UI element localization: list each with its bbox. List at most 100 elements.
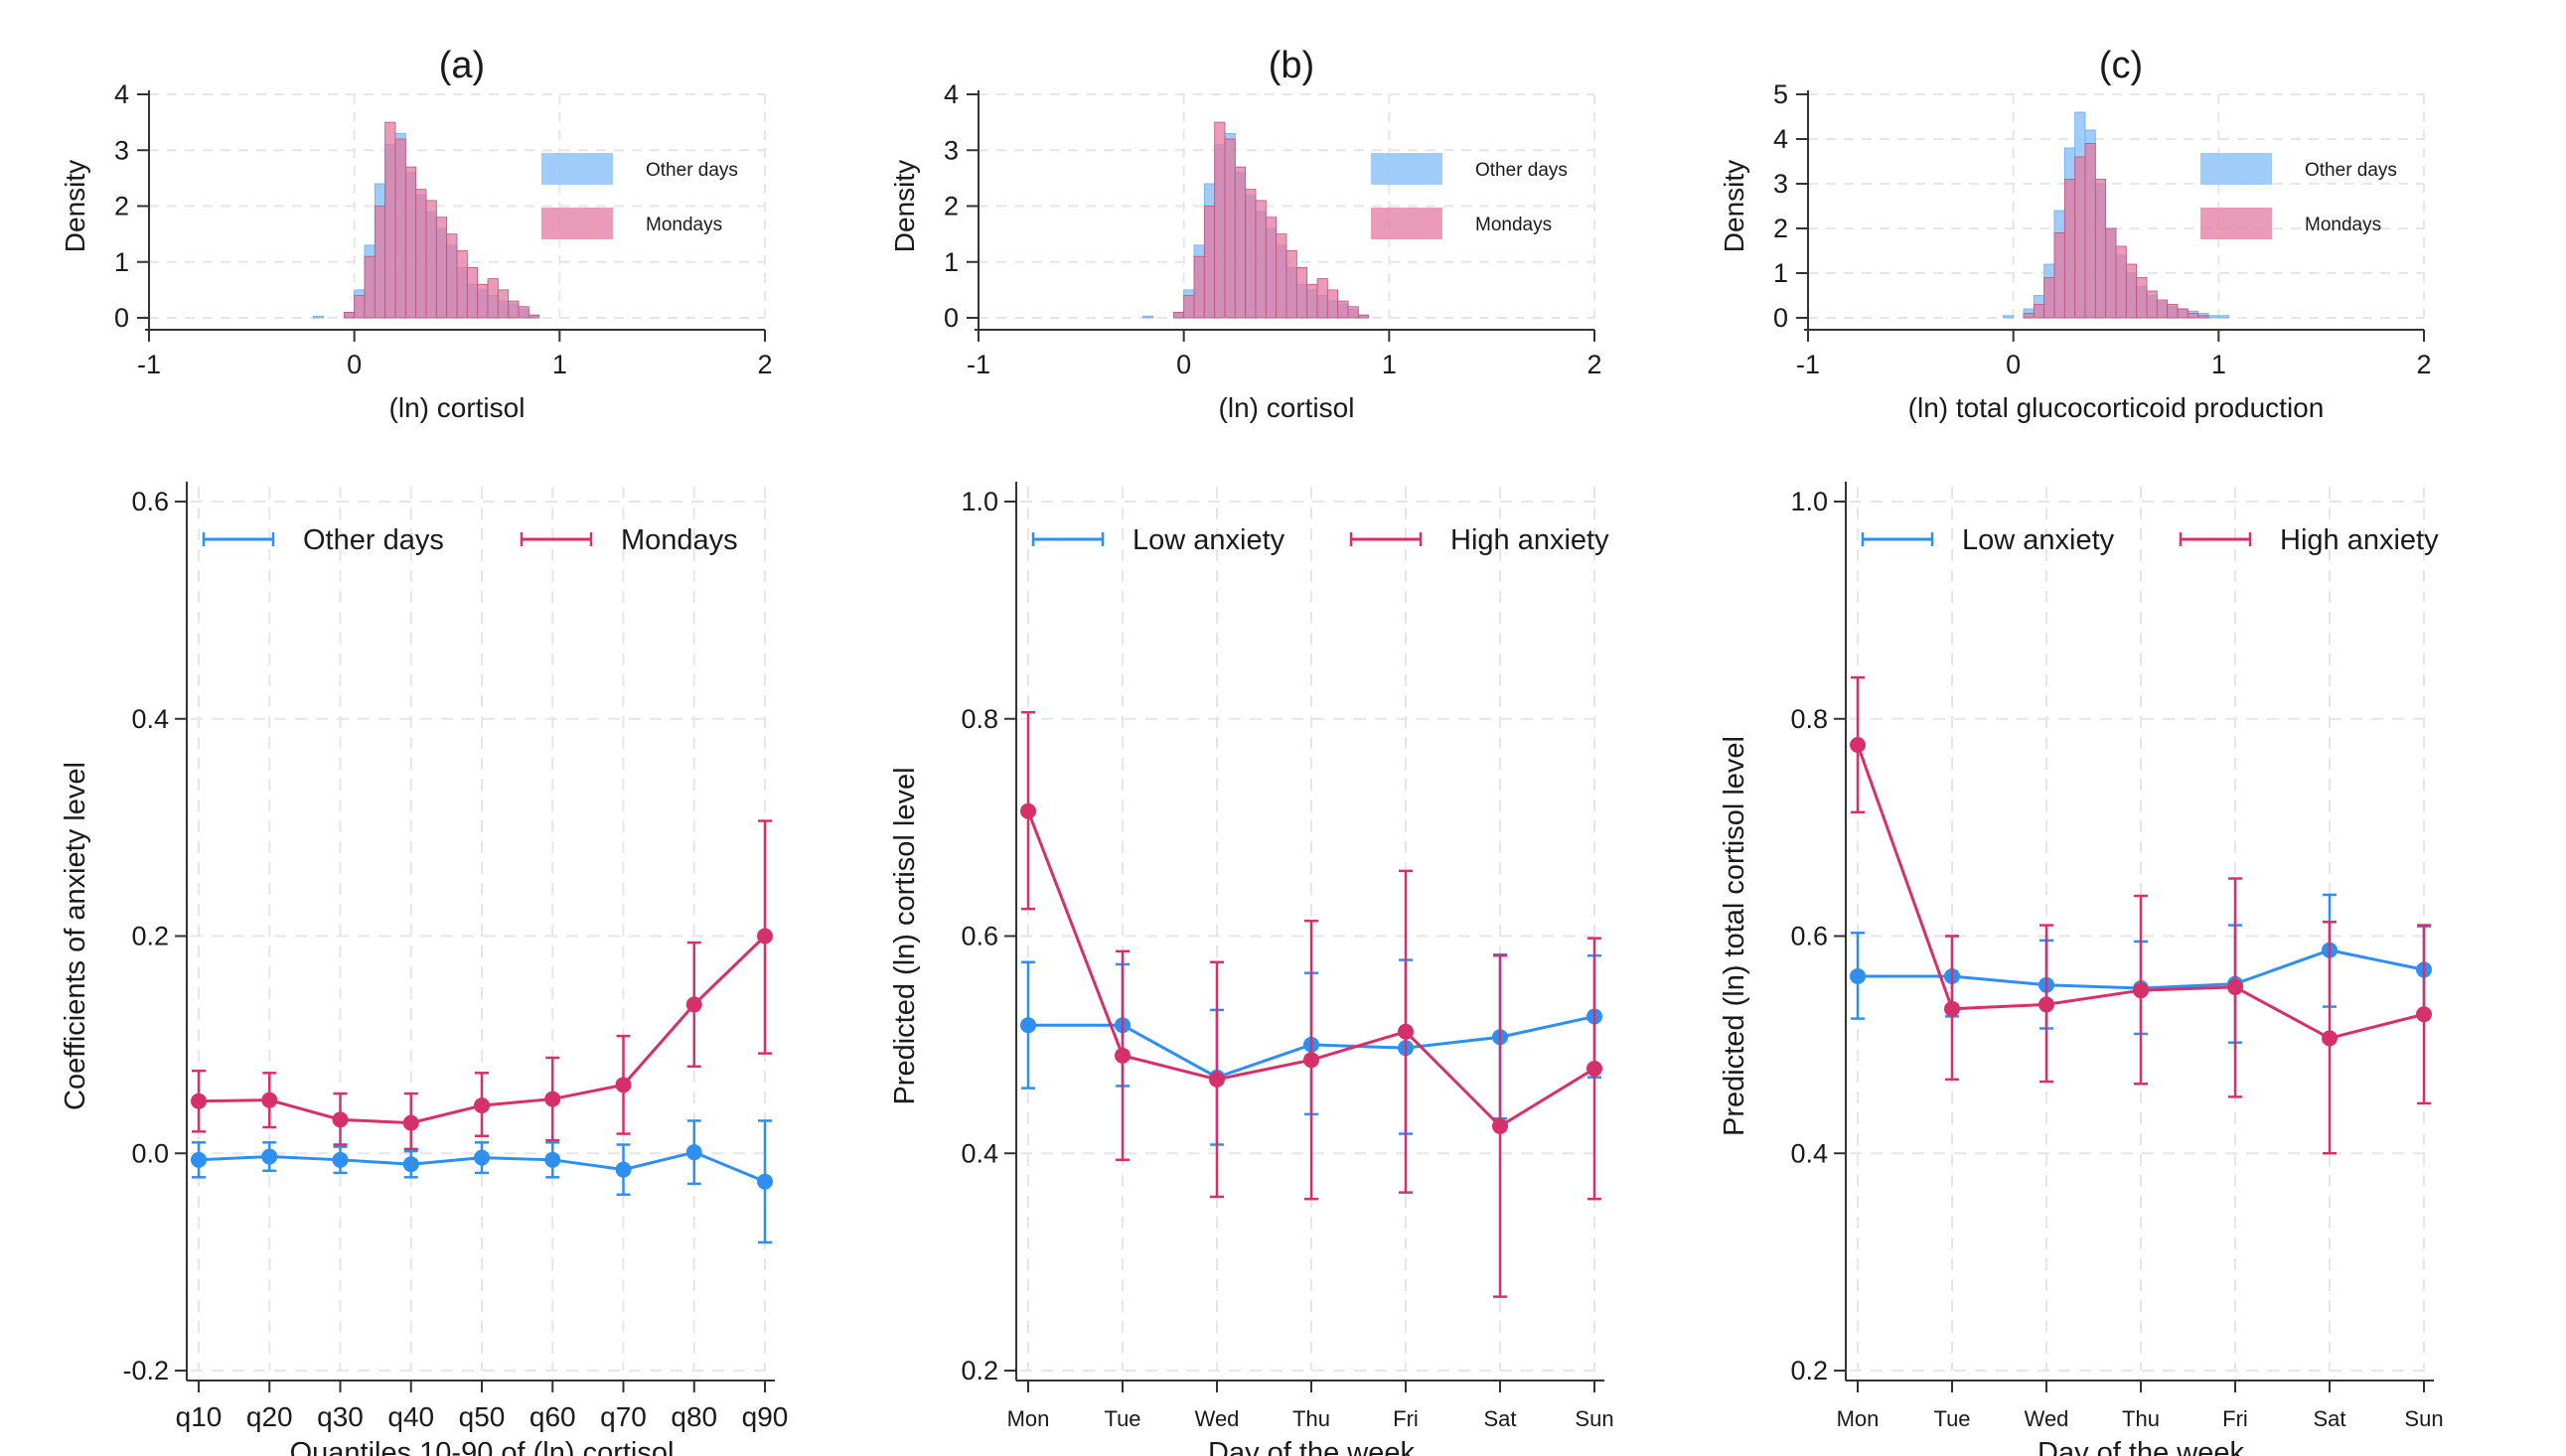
y-axis-title: Coefficients of anxiety level [60,762,91,1110]
x-tick-label: q90 [742,1401,789,1432]
data-point [1020,802,1036,819]
y-tick-label: 0.0 [131,1138,169,1168]
legend-label: Other days [1475,160,1568,181]
y-tick-label: 3 [114,135,129,165]
histogram-bar [2156,299,2169,319]
histogram-bar [2207,315,2219,319]
data-point [685,1144,702,1161]
histogram-bar [477,283,489,319]
histogram-bar [1224,138,1236,319]
histogram-bar [2167,304,2179,319]
x-tick-label: -1 [967,350,990,379]
x-tick-label: Mon [1837,1406,1880,1431]
histogram-bar [1203,206,1216,319]
histogram-panel: 0 1 2 3 4 -1 0 1 2 (ln) cortisol Density Other days… [60,79,773,423]
histogram-bar [374,206,386,319]
data-point [1586,1060,1602,1077]
y-tick-label: 4 [1773,124,1788,154]
histogram-bar [1255,200,1267,319]
x-tick-label: q20 [246,1401,293,1432]
y-axis-title: Density [1719,160,1749,252]
data-point [1398,1023,1414,1040]
x-tick-label: q80 [671,1401,717,1432]
data-point [402,1156,419,1173]
histogram-bar [2084,143,2096,319]
histogram-bar [2063,179,2076,319]
x-axis-title: (ln) total glucocorticoid production [1908,392,2325,423]
data-point [261,1148,278,1165]
histogram-bar [1276,233,1287,319]
x-tick-label: 0 [2006,350,2021,379]
data-point [2227,978,2243,995]
histogram-bar [1234,166,1247,319]
x-tick-label: q70 [600,1401,647,1432]
y-tick-label: 3 [1773,169,1788,199]
y-tick-label: 4 [944,79,959,109]
histogram-bar [343,311,356,319]
data-point [615,1161,632,1178]
x-tick-label: Thu [2122,1406,2160,1431]
y-tick-label: 0.6 [131,487,169,516]
x-tick-label: Mon [1007,1406,1050,1431]
data-point [544,1151,561,1168]
histogram-bar [1214,121,1226,319]
histogram-bar [518,306,529,319]
legend-label: Mondays [2305,215,2381,235]
x-tick-label: Sun [2404,1406,2443,1431]
histogram-bar [446,233,458,319]
data-point [402,1114,419,1131]
legend-swatch [1371,153,1442,185]
legend-swatch [2200,153,2272,185]
x-tick-label: q50 [459,1401,506,1432]
legend-label: Mondays [1475,215,1552,235]
x-tick-label: Wed [1195,1406,1240,1431]
x-tick-label: -1 [1796,350,1820,379]
histogram-bar [354,295,366,319]
line-panel: 0.2 0.4 0.6 0.8 1.0 Mon Tue Wed Thu Fri Sat Sun Day … [1719,482,2444,1456]
histogram-bar [1183,295,1195,319]
x-axis-title: (ln) cortisol [389,392,526,423]
histogram-bar [1285,250,1297,319]
y-tick-label: 0.2 [1790,1356,1828,1385]
legend-swatch [2200,208,2272,239]
histogram-bar [1141,315,1154,319]
y-tick-label: 1 [944,247,959,277]
legend-label: Low anxiety [1132,524,1285,556]
y-tick-label: 0.6 [1790,922,1828,951]
x-tick-label: 2 [1586,350,1601,379]
histogram-bar [2187,313,2199,319]
y-axis-title: Density [889,160,920,252]
y-tick-label: 1 [114,247,129,277]
data-point [2038,996,2054,1013]
histogram-bar [487,278,499,319]
data-point [191,1151,207,1168]
y-tick-label: 1 [1773,258,1788,288]
data-point [544,1091,561,1107]
y-tick-label: 2 [1773,214,1788,243]
data-point [615,1077,632,1093]
histogram-bar [2177,308,2189,319]
legend-label: Other days [2305,160,2397,181]
histogram-bar [1265,217,1278,319]
histogram-bar [1357,314,1370,319]
y-tick-label: 0.6 [961,922,998,951]
histogram-bar [2125,263,2138,319]
data-point [757,928,773,945]
y-tick-label: 2 [114,192,129,221]
histogram-bar [2033,304,2045,319]
data-point [2322,1030,2338,1047]
y-tick-label: 2 [944,192,959,221]
y-tick-label: 0.4 [1790,1138,1828,1168]
x-tick-label: Fri [1393,1406,1419,1431]
x-tick-label: 0 [1176,350,1191,379]
x-tick-label: Tue [1104,1406,1140,1431]
y-tick-label: 0.4 [961,1138,998,1168]
histogram-bar [394,138,406,319]
x-tick-label: q60 [529,1401,576,1432]
legend-label: Mondays [646,215,722,235]
data-point [1850,737,1866,753]
data-point [757,1173,773,1190]
legend-swatch [541,208,613,239]
panel-label: (c) [2099,45,2143,86]
